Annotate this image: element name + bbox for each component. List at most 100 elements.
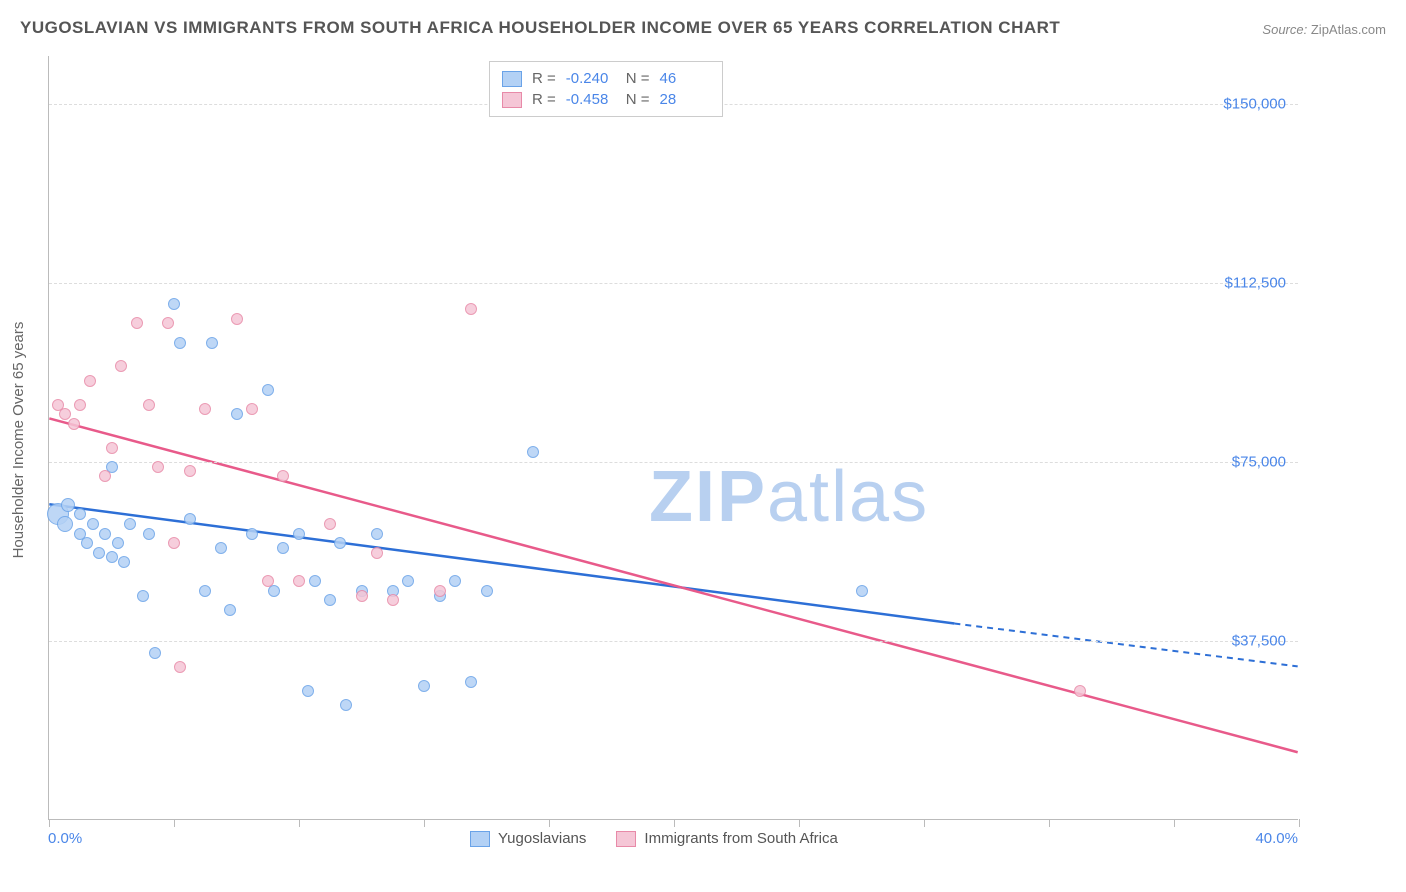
scatter-point <box>356 590 368 602</box>
scatter-point <box>324 594 336 606</box>
chart-title: YUGOSLAVIAN VS IMMIGRANTS FROM SOUTH AFR… <box>20 18 1060 38</box>
stats-row-series-2: R = -0.458 N = 28 <box>502 89 710 110</box>
scatter-point <box>293 575 305 587</box>
r-label: R = <box>532 91 556 108</box>
y-axis-title: Householder Income Over 65 years <box>10 322 27 559</box>
scatter-point <box>61 498 75 512</box>
n-value-1: 46 <box>660 70 710 87</box>
scatter-point <box>246 403 258 415</box>
legend-swatch-1 <box>470 831 490 847</box>
scatter-point <box>168 298 180 310</box>
scatter-point <box>262 575 274 587</box>
scatter-point <box>118 556 130 568</box>
watermark-rest: atlas <box>767 457 929 537</box>
scatter-point <box>293 528 305 540</box>
scatter-point <box>57 516 73 532</box>
scatter-point <box>206 337 218 349</box>
scatter-point <box>434 585 446 597</box>
r-value-2: -0.458 <box>566 91 616 108</box>
x-axis-label-max: 40.0% <box>1255 830 1298 847</box>
n-value-2: 28 <box>660 91 710 108</box>
y-axis-tick-label: $150,000 <box>1223 95 1286 112</box>
r-value-1: -0.240 <box>566 70 616 87</box>
scatter-point <box>215 542 227 554</box>
gridline <box>49 462 1298 463</box>
scatter-point <box>184 465 196 477</box>
scatter-point <box>334 537 346 549</box>
scatter-point <box>124 518 136 530</box>
n-label: N = <box>626 91 650 108</box>
scatter-point <box>246 528 258 540</box>
source-attribution: Source: ZipAtlas.com <box>1262 22 1386 37</box>
scatter-point <box>231 408 243 420</box>
scatter-point <box>106 442 118 454</box>
scatter-point <box>152 461 164 473</box>
scatter-point <box>371 528 383 540</box>
scatter-point <box>340 699 352 711</box>
n-label: N = <box>626 70 650 87</box>
scatter-point <box>302 685 314 697</box>
legend-item-2: Immigrants from South Africa <box>616 830 837 847</box>
chart-container: YUGOSLAVIAN VS IMMIGRANTS FROM SOUTH AFR… <box>0 0 1406 892</box>
scatter-point <box>449 575 461 587</box>
scatter-point <box>174 337 186 349</box>
gridline <box>49 641 1298 642</box>
legend-item-1: Yugoslavians <box>470 830 586 847</box>
y-axis-tick-label: $75,000 <box>1232 453 1286 470</box>
scatter-point <box>87 518 99 530</box>
scatter-point <box>277 470 289 482</box>
x-axis-tick <box>1049 819 1050 827</box>
scatter-point <box>856 585 868 597</box>
swatch-series-1 <box>502 71 522 87</box>
scatter-point <box>162 317 174 329</box>
scatter-point <box>81 537 93 549</box>
correlation-stats-box: R = -0.240 N = 46 R = -0.458 N = 28 <box>489 61 723 117</box>
scatter-point <box>324 518 336 530</box>
scatter-point <box>68 418 80 430</box>
scatter-point <box>465 676 477 688</box>
scatter-point <box>231 313 243 325</box>
scatter-point <box>106 551 118 563</box>
scatter-point <box>99 470 111 482</box>
scatter-point <box>262 384 274 396</box>
x-axis-tick <box>1174 819 1175 827</box>
stats-row-series-1: R = -0.240 N = 46 <box>502 68 710 89</box>
scatter-point <box>131 317 143 329</box>
source-label: Source: <box>1262 22 1307 37</box>
scatter-point <box>74 508 86 520</box>
x-axis-label-min: 0.0% <box>48 830 82 847</box>
x-axis-tick <box>674 819 675 827</box>
scatter-point <box>74 399 86 411</box>
legend-label-2: Immigrants from South Africa <box>644 830 837 847</box>
scatter-point <box>59 408 71 420</box>
x-axis-tick <box>49 819 50 827</box>
scatter-point <box>199 585 211 597</box>
x-axis-tick <box>424 819 425 827</box>
scatter-point <box>224 604 236 616</box>
scatter-point <box>184 513 196 525</box>
y-axis-tick-label: $112,500 <box>1225 274 1286 291</box>
x-axis-tick <box>1299 819 1300 827</box>
scatter-point <box>527 446 539 458</box>
source-value: ZipAtlas.com <box>1311 22 1386 37</box>
y-axis-tick-label: $37,500 <box>1232 632 1286 649</box>
gridline <box>49 283 1298 284</box>
swatch-series-2 <box>502 92 522 108</box>
scatter-point <box>112 537 124 549</box>
scatter-point <box>143 399 155 411</box>
scatter-point <box>277 542 289 554</box>
x-axis-tick <box>299 819 300 827</box>
scatter-point <box>387 594 399 606</box>
scatter-point <box>149 647 161 659</box>
scatter-point <box>1074 685 1086 697</box>
scatter-point <box>465 303 477 315</box>
watermark-bold: ZIP <box>649 457 767 537</box>
scatter-point <box>174 661 186 673</box>
scatter-point <box>168 537 180 549</box>
scatter-point <box>115 360 127 372</box>
legend: Yugoslavians Immigrants from South Afric… <box>470 830 838 847</box>
x-axis-tick <box>924 819 925 827</box>
watermark: ZIPatlas <box>649 456 929 538</box>
scatter-point <box>99 528 111 540</box>
scatter-point <box>481 585 493 597</box>
